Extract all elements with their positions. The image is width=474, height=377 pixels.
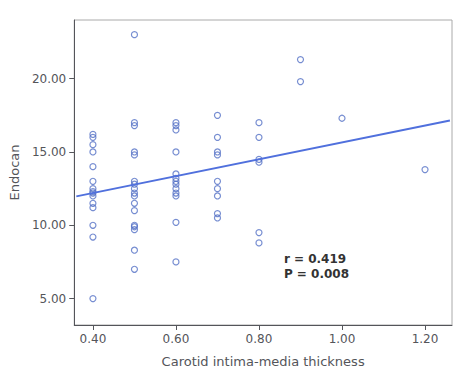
- svg-text:10.00: 10.00: [32, 218, 66, 232]
- svg-text:15.00: 15.00: [32, 145, 66, 159]
- svg-text:r = 0.419: r = 0.419: [284, 252, 346, 266]
- svg-text:P = 0.008: P = 0.008: [284, 267, 349, 281]
- svg-text:Carotid intima-media thickness: Carotid intima-media thickness: [162, 354, 365, 369]
- svg-text:1.00: 1.00: [329, 332, 356, 346]
- svg-text:0.80: 0.80: [246, 332, 273, 346]
- svg-text:20.00: 20.00: [32, 72, 66, 86]
- svg-text:1.20: 1.20: [412, 332, 439, 346]
- svg-text:0.60: 0.60: [163, 332, 190, 346]
- svg-text:0.40: 0.40: [80, 332, 107, 346]
- svg-text:Endocan: Endocan: [7, 144, 22, 200]
- svg-text:5.00: 5.00: [40, 292, 67, 306]
